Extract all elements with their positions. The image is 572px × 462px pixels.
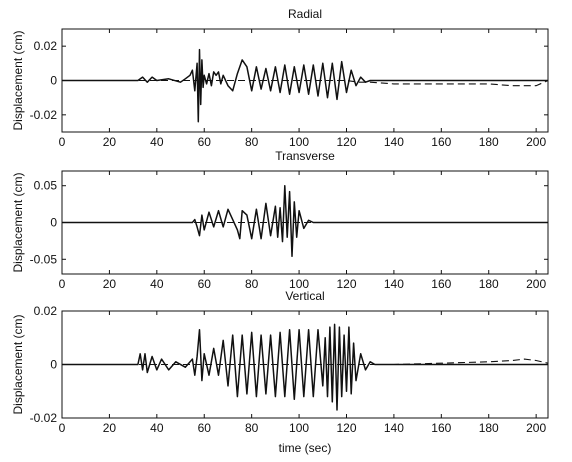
x-tick-label: 120 — [336, 421, 356, 435]
panel-title: Transverse — [275, 149, 335, 163]
x-tick-label: 100 — [289, 135, 309, 149]
x-tick-label: 180 — [479, 421, 499, 435]
x-tick-label: 40 — [150, 421, 164, 435]
y-axis-label: Displacement (cm) — [11, 314, 25, 414]
x-tick-label: 120 — [336, 135, 356, 149]
x-tick-label: 0 — [59, 277, 66, 291]
x-tick-label: 200 — [526, 135, 546, 149]
y-tick-label: -0.05 — [30, 252, 58, 266]
x-tick-label: 120 — [336, 277, 356, 291]
x-tick-label: 60 — [198, 421, 212, 435]
x-tick-label: 0 — [59, 421, 66, 435]
dashed-trace — [62, 358, 549, 366]
x-tick-label: 100 — [289, 421, 309, 435]
y-tick-label: -0.02 — [30, 411, 58, 425]
y-tick-label: 0 — [50, 74, 57, 88]
y-tick-label: 0 — [50, 216, 57, 230]
x-tick-label: 140 — [384, 277, 404, 291]
x-tick-label: 160 — [431, 135, 451, 149]
x-tick-label: 20 — [103, 277, 117, 291]
y-tick-label: -0.02 — [30, 108, 58, 122]
x-tick-label: 80 — [245, 421, 259, 435]
radial-panel: Radial Displacement (cm) 0 20 40 60 80 100 120… — [11, 7, 549, 149]
x-tick-label: 140 — [384, 135, 404, 149]
transverse-panel: Transverse Displacement (cm) 0 20 40 60 80 10… — [11, 149, 549, 291]
y-axis-label: Displacement (cm) — [11, 30, 25, 130]
x-tick-label: 200 — [526, 277, 546, 291]
vertical-panel: Vertical Displacement (cm) time (sec) 0 2… — [11, 289, 549, 455]
solid-trace — [62, 184, 548, 258]
y-tick-label: 0 — [50, 358, 57, 372]
x-tick-label: 40 — [150, 277, 164, 291]
solid-trace — [62, 48, 548, 123]
x-tick-label: 160 — [431, 421, 451, 435]
x-tick-label: 180 — [479, 277, 499, 291]
panel-title: Vertical — [285, 289, 324, 303]
y-tick-label: 0.05 — [34, 179, 58, 193]
x-axis-label: time (sec) — [279, 441, 332, 455]
x-tick-label: 140 — [384, 421, 404, 435]
panel-title: Radial — [288, 7, 322, 21]
x-tick-label: 60 — [198, 277, 212, 291]
solid-trace — [62, 323, 548, 411]
y-tick-label: 0.02 — [34, 304, 58, 318]
x-tick-label: 20 — [103, 421, 117, 435]
x-tick-label: 60 — [198, 135, 212, 149]
x-tick-label: 200 — [526, 421, 546, 435]
x-tick-label: 20 — [103, 135, 117, 149]
x-tick-label: 100 — [289, 277, 309, 291]
x-tick-label: 0 — [59, 135, 66, 149]
dashed-trace — [62, 79, 549, 87]
y-tick-label: 0.02 — [34, 39, 58, 53]
x-tick-label: 160 — [431, 277, 451, 291]
x-tick-label: 180 — [479, 135, 499, 149]
x-tick-label: 80 — [245, 135, 259, 149]
x-tick-label: 80 — [245, 277, 259, 291]
x-tick-label: 40 — [150, 135, 164, 149]
y-axis-label: Displacement (cm) — [11, 172, 25, 272]
